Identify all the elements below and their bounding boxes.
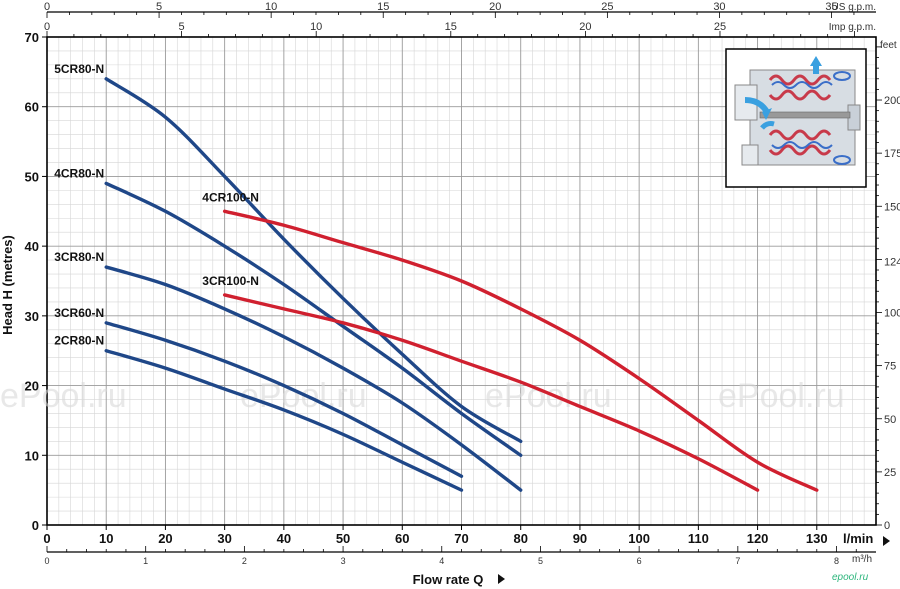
y-tick-label: 30 — [25, 309, 39, 324]
m3h-axis-ticks: 0 1 2 3 4 5 6 7 8 — [44, 546, 876, 566]
m3h-tick-label: 6 — [637, 556, 642, 566]
us-gpm-tick-label: 30 — [713, 1, 725, 13]
m3h-unit-label: m³/h — [852, 554, 872, 565]
credit-text: epool.ru — [832, 572, 869, 583]
watermark-text: ePool.ru — [718, 377, 845, 415]
series-label-4cr100-n: 4CR100-N — [202, 190, 259, 204]
x-axis-arrow-icon — [498, 574, 505, 584]
series-label-3cr80-n: 3CR80-N — [54, 250, 104, 264]
imp-gpm-tick-label: 20 — [579, 21, 591, 33]
m3h-tick-label: 7 — [735, 556, 740, 566]
x-tick-label: 40 — [277, 531, 291, 546]
y-tick-label: 60 — [25, 100, 39, 115]
y-tick-label: 40 — [25, 239, 39, 254]
feet-tick-label: 175 — [884, 148, 900, 160]
feet-tick-label: 0 — [884, 520, 890, 532]
feet-tick-label: 150 — [884, 201, 900, 213]
x-tick-label: 120 — [747, 531, 769, 546]
us-gpm-tick-label: 35 — [825, 1, 837, 13]
imp-gpm-tick-label: 15 — [445, 21, 457, 33]
x-tick-label: 60 — [395, 531, 409, 546]
series-line-3cr100-n — [222, 293, 760, 492]
watermark-group: ePool.ru ePool.ru ePool.ru ePool.ru — [0, 377, 845, 415]
m3h-tick-label: 8 — [834, 556, 839, 566]
y-tick-label: 50 — [25, 169, 39, 184]
us-gpm-unit-label: US g.p.m. — [832, 2, 876, 13]
us-gpm-tick-label: 25 — [601, 1, 613, 13]
imp-gpm-tick-label: 10 — [310, 21, 322, 33]
x-tick-label: 30 — [217, 531, 231, 546]
us-gpm-axis-ticks: 0 5 10 15 20 25 30 35 — [44, 1, 876, 18]
x-tick-label: 90 — [573, 531, 587, 546]
imp-gpm-unit-label: Imp g.p.m. — [829, 22, 876, 33]
x-unit-arrow-icon — [883, 536, 890, 546]
us-gpm-tick-label: 5 — [156, 1, 162, 13]
feet-tick-label: 124 — [884, 257, 900, 269]
us-gpm-tick-label: 20 — [489, 1, 501, 13]
series-line-2cr80-n — [104, 349, 464, 492]
series-labels: 5CR80-N 4CR80-N 3CR80-N 3CR60-N 2CR80-N 4CR10… — [54, 62, 259, 348]
x-tick-label: 70 — [454, 531, 468, 546]
x-tick-label: 20 — [158, 531, 172, 546]
series-line-4cr100-n — [222, 209, 819, 492]
m3h-tick-label: 1 — [143, 556, 148, 566]
x-tick-label: 0 — [43, 531, 50, 546]
feet-tick-label: 25 — [884, 467, 896, 479]
series-label-3cr60-n: 3CR60-N — [54, 306, 104, 320]
feet-unit-label: feet — [880, 40, 897, 51]
series-label-3cr100-n: 3CR100-N — [202, 274, 259, 288]
us-gpm-tick-label: 0 — [44, 1, 50, 13]
y-axis-ticks: 0 10 20 30 40 50 60 70 — [25, 30, 47, 533]
imp-gpm-tick-label: 5 — [179, 21, 185, 33]
x-axis-title: Flow rate Q — [413, 572, 484, 587]
pump-cutaway-icon — [725, 48, 867, 188]
x-tick-label: 100 — [628, 531, 650, 546]
y-tick-label: 10 — [25, 448, 39, 463]
x-tick-label: 80 — [513, 531, 527, 546]
x-axis-ticks: 0 10 20 30 40 50 60 70 80 90 100 110 120 130 — [43, 525, 828, 546]
series-line-4cr80-n — [104, 181, 523, 457]
feet-tick-label: 100 — [884, 308, 900, 320]
imp-gpm-tick-label: 25 — [714, 21, 726, 33]
imp-gpm-tick-label: 0 — [44, 21, 50, 33]
x-tick-label: 50 — [336, 531, 350, 546]
y-axis-title: Head H (metres) — [0, 235, 15, 335]
m3h-tick-label: 5 — [538, 556, 543, 566]
watermark-text: ePool.ru — [485, 377, 612, 415]
y-tick-label: 70 — [25, 30, 39, 45]
imp-gpm-axis-ticks: 0 5 10 15 20 25 — [44, 21, 855, 37]
y-tick-label: 20 — [25, 379, 39, 394]
series-line-3cr60-n — [104, 321, 464, 478]
series-label-2cr80-n: 2CR80-N — [54, 334, 104, 348]
feet-tick-label: 50 — [884, 414, 896, 426]
series-group — [104, 77, 819, 492]
x-tick-label: 10 — [99, 531, 113, 546]
series-label-4cr80-n: 4CR80-N — [54, 166, 104, 180]
us-gpm-tick-label: 15 — [377, 1, 389, 13]
watermark-text: ePool.ru — [0, 377, 127, 415]
m3h-tick-label: 3 — [341, 556, 346, 566]
m3h-tick-label: 2 — [242, 556, 247, 566]
series-line-5cr80-n — [104, 77, 523, 444]
us-gpm-tick-label: 10 — [265, 1, 277, 13]
x-tick-label: 130 — [806, 531, 828, 546]
feet-tick-label: 75 — [884, 361, 896, 373]
series-line-3cr80-n — [104, 265, 523, 492]
x-tick-label: 110 — [688, 531, 709, 546]
m3h-tick-label: 0 — [44, 556, 49, 566]
x-unit-label: l/min — [843, 531, 873, 546]
feet-axis-ticks: 0 25 50 75 100 124 150 175 200 — [876, 46, 900, 532]
series-label-5cr80-n: 5CR80-N — [54, 62, 104, 76]
y-tick-label: 0 — [32, 518, 39, 533]
feet-tick-label: 200 — [884, 95, 900, 107]
m3h-tick-label: 4 — [439, 556, 444, 566]
